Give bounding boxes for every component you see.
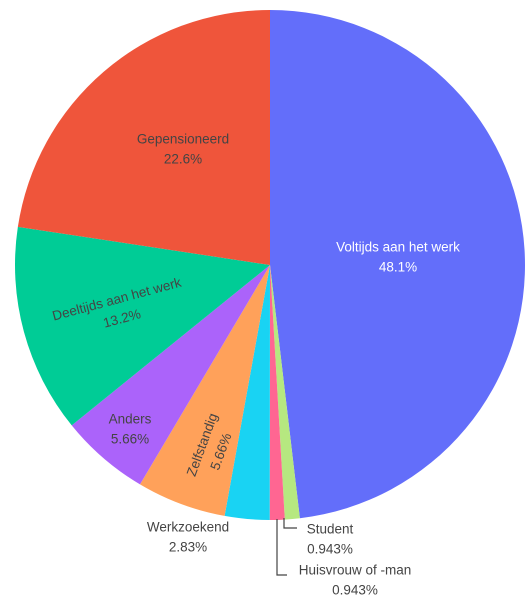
slice-name: Voltijds aan het werk <box>336 240 460 255</box>
slice-name: Gepensioneerd <box>137 132 229 147</box>
slice-value: 48.1% <box>379 260 417 275</box>
slice-label: Huisvrouw of -man 0.943% <box>299 563 412 598</box>
slice-value: 2.83% <box>169 540 207 555</box>
slice-name: Anders <box>109 412 152 427</box>
slice-value: 0.943% <box>332 583 378 598</box>
slice-label: Voltijds aan het werk 48.1% <box>336 240 460 275</box>
leader-line <box>276 519 287 576</box>
pie-slice <box>140 265 270 516</box>
slice-label: Student 0.943% <box>307 522 354 557</box>
slice-value: 22.6% <box>164 152 202 167</box>
pie-slice <box>270 265 300 520</box>
slice-value: 5.66% <box>111 432 149 447</box>
slice-label: Anders 5.66% <box>109 412 152 447</box>
pie-slice <box>224 265 270 520</box>
slice-name: Werkzoekend <box>147 520 229 535</box>
pie-slice <box>17 10 271 265</box>
pie-slice <box>270 10 526 519</box>
leader-line <box>283 518 297 529</box>
slice-label: Werkzoekend 2.83% <box>147 520 229 555</box>
slice-value: 0.943% <box>307 542 353 557</box>
pie-slice <box>71 265 270 485</box>
slice-label: Gepensioneerd 22.6% <box>137 132 229 167</box>
slice-name: Student <box>307 522 354 537</box>
pie-slice <box>269 265 285 520</box>
pie-slice <box>14 226 270 426</box>
slice-name: Huisvrouw of -man <box>299 563 412 578</box>
